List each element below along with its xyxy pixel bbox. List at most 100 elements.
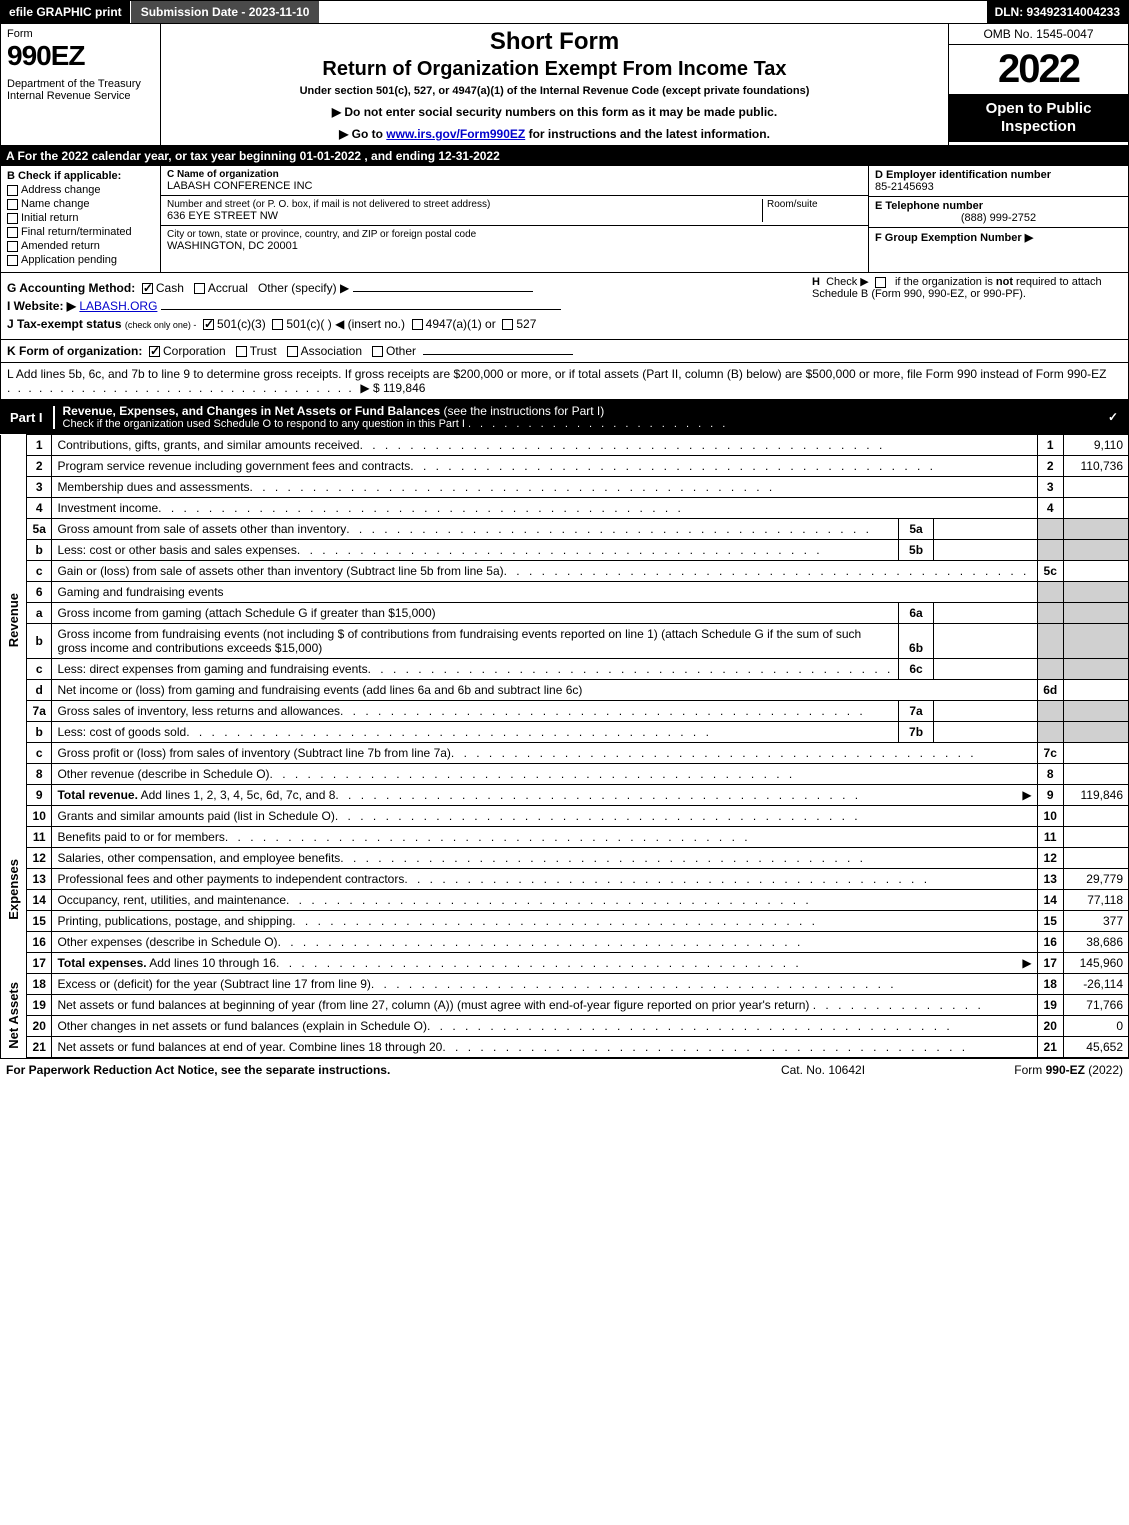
chk-schedule-b[interactable] [875, 277, 886, 288]
l4-rval [1063, 498, 1128, 519]
other-specify-label: Other (specify) ▶ [258, 281, 349, 295]
l7a-num: 7a [27, 701, 52, 722]
chk-application-pending[interactable]: Application pending [7, 254, 154, 266]
l10-desc: Grants and similar amounts paid (list in… [52, 806, 1037, 827]
l6c-sn: 6c [899, 659, 933, 680]
l6c-rnum-grey [1037, 659, 1063, 680]
chk-application-pending-label: Application pending [21, 254, 117, 266]
chk-4947[interactable] [412, 319, 423, 330]
l19-rval: 71,766 [1063, 995, 1128, 1016]
l5c-rnum: 5c [1037, 561, 1063, 582]
part-1-title-sub: (see the instructions for Part I) [444, 404, 605, 418]
website-link[interactable]: LABASH.ORG [79, 299, 157, 313]
form-footer-bold: 990-EZ [1046, 1063, 1085, 1077]
part-1-label: Part I [0, 406, 55, 429]
j-label: J Tax-exempt status [7, 317, 122, 331]
chk-amended-return[interactable]: Amended return [7, 240, 154, 252]
opt-corporation: Corporation [163, 344, 226, 358]
ssn-warning: ▶ Do not enter social security numbers o… [171, 105, 938, 119]
l11-rval [1063, 827, 1128, 848]
form-label: Form [7, 28, 154, 40]
l7c-num: c [27, 743, 52, 764]
l6-desc: Gaming and fundraising events [52, 582, 1037, 603]
l14-num: 14 [27, 890, 52, 911]
l5a-num: 5a [27, 519, 52, 540]
l7c-rnum: 7c [1037, 743, 1063, 764]
col-b-checkboxes: B Check if applicable: Address change Na… [1, 166, 161, 272]
efile-print-button[interactable]: efile GRAPHIC print [1, 1, 131, 23]
opt-501c3: 501(c)(3) [217, 317, 266, 331]
cash-label: Cash [156, 281, 184, 295]
room-suite-label: Room/suite [762, 199, 862, 222]
l13-num: 13 [27, 869, 52, 890]
goto-pre: ▶ Go to [339, 127, 386, 141]
section-l: L Add lines 5b, 6c, and 7b to line 9 to … [0, 363, 1129, 400]
l7b-rnum-grey [1037, 722, 1063, 743]
open-to-public: Open to Public Inspection [949, 94, 1128, 142]
chk-trust[interactable] [236, 346, 247, 357]
opt-association: Association [301, 344, 362, 358]
l6c-desc: Less: direct expenses from gaming and fu… [52, 659, 899, 680]
l5b-rnum-grey [1037, 540, 1063, 561]
l18-rnum: 18 [1037, 974, 1063, 995]
irs-link[interactable]: www.irs.gov/Form990EZ [386, 127, 525, 141]
l5c-num: c [27, 561, 52, 582]
chk-accrual[interactable] [194, 283, 205, 294]
form-footer-label: Form 990-EZ (2022) [923, 1063, 1123, 1077]
l6a-sv [933, 603, 1037, 624]
part-1-table: Revenue 1 Contributions, gifts, grants, … [0, 434, 1129, 1058]
phone-value: (888) 999-2752 [875, 212, 1122, 224]
chk-name-change[interactable]: Name change [7, 198, 154, 210]
l9-desc: Total revenue. Add lines 1, 2, 3, 4, 5c,… [52, 785, 1037, 806]
section-subtitle: Under section 501(c), 527, or 4947(a)(1)… [171, 85, 938, 97]
opt-other-org: Other [386, 344, 416, 358]
l19-desc: Net assets or fund balances at beginning… [52, 995, 1037, 1016]
l12-rval [1063, 848, 1128, 869]
l11-rnum: 11 [1037, 827, 1063, 848]
f-label: F Group Exemption Number ▶ [875, 231, 1122, 244]
other-org-input[interactable] [423, 354, 573, 355]
other-specify-input[interactable] [353, 291, 533, 292]
chk-527[interactable] [502, 319, 513, 330]
l5b-desc: Less: cost or other basis and sales expe… [52, 540, 899, 561]
chk-address-change[interactable]: Address change [7, 184, 154, 196]
chk-501c3[interactable] [203, 319, 214, 330]
l6d-rnum: 6d [1037, 680, 1063, 701]
chk-initial-return[interactable]: Initial return [7, 212, 154, 224]
h-schedule-b-check: H Check ▶ if the organization is not req… [812, 275, 1122, 300]
c-name-label: C Name of organization [167, 169, 312, 180]
chk-corporation[interactable] [149, 346, 160, 357]
chk-amended-return-label: Amended return [21, 240, 100, 252]
l5a-sn: 5a [899, 519, 933, 540]
l5c-rval [1063, 561, 1128, 582]
l21-num: 21 [27, 1037, 52, 1058]
l7b-sn: 7b [899, 722, 933, 743]
chk-other-org[interactable] [372, 346, 383, 357]
form-number: 990EZ [7, 40, 154, 72]
city-value: WASHINGTON, DC 20001 [167, 240, 476, 252]
chk-association[interactable] [287, 346, 298, 357]
l18-num: 18 [27, 974, 52, 995]
l15-rval: 377 [1063, 911, 1128, 932]
part-1-schedule-o-check[interactable] [1099, 406, 1129, 428]
submission-date-button[interactable]: Submission Date - 2023-11-10 [131, 1, 320, 23]
l6b-sv [933, 624, 1037, 659]
l6a-num: a [27, 603, 52, 624]
l6b-rnum-grey [1037, 624, 1063, 659]
part-1-check-line: Check if the organization used Schedule … [63, 418, 465, 430]
l5b-sv [933, 540, 1037, 561]
ein-value: 85-2145693 [875, 181, 1122, 193]
l15-rnum: 15 [1037, 911, 1063, 932]
header-center: Short Form Return of Organization Exempt… [161, 24, 948, 145]
l12-rnum: 12 [1037, 848, 1063, 869]
chk-501c[interactable] [272, 319, 283, 330]
top-bar: efile GRAPHIC print Submission Date - 20… [0, 0, 1129, 24]
l8-rval [1063, 764, 1128, 785]
l4-desc: Investment income [52, 498, 1037, 519]
l2-rnum: 2 [1037, 456, 1063, 477]
chk-final-return[interactable]: Final return/terminated [7, 226, 154, 238]
l6-rval-grey [1063, 582, 1128, 603]
chk-cash[interactable] [142, 283, 153, 294]
side-netassets: Net Assets [1, 974, 27, 1058]
l6-num: 6 [27, 582, 52, 603]
